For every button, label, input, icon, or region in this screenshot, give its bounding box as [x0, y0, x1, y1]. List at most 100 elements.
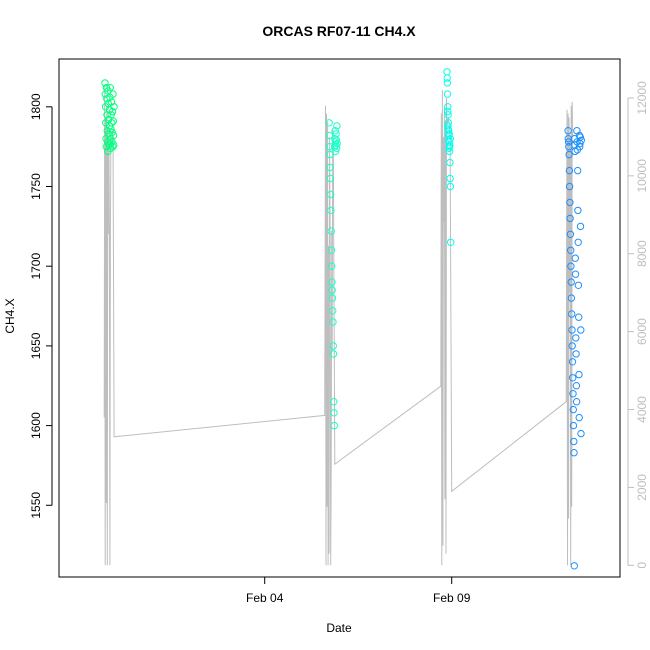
data-point [567, 262, 575, 270]
data-point [565, 166, 574, 175]
data-point [327, 246, 336, 255]
data-point [108, 119, 116, 127]
data-point [566, 198, 574, 207]
y-tick-label: 1800 [29, 93, 43, 120]
data-point [569, 405, 577, 414]
y2-tick-label: 10000 [635, 159, 649, 193]
data-point [564, 127, 572, 135]
data-point [110, 141, 118, 149]
y2-tick-label: 0 [635, 562, 649, 569]
data-point [443, 68, 451, 76]
data-point [109, 143, 117, 151]
data-point [329, 318, 337, 326]
chart-title: ORCAS RF07-11 CH4.X [262, 23, 416, 39]
data-point [108, 107, 117, 116]
data-point [574, 206, 582, 215]
data-point [329, 307, 337, 315]
data-point [447, 238, 455, 247]
data-point [569, 390, 577, 398]
data-point [566, 214, 574, 223]
data-point [572, 350, 580, 358]
data-point [568, 326, 576, 334]
data-point [328, 294, 337, 302]
data-point [330, 409, 338, 417]
data-point [443, 79, 451, 87]
data-point [572, 334, 580, 342]
data-point [567, 278, 575, 286]
data-point [575, 313, 583, 321]
data-point [332, 144, 341, 153]
data-point [443, 74, 451, 82]
y2-tick-label: 12000 [635, 81, 649, 115]
x-tick-label: Feb 09 [433, 591, 471, 605]
y2-tick-label: 6000 [635, 318, 649, 345]
data-point [108, 128, 116, 137]
y-tick-label: 1550 [29, 492, 43, 519]
data-point [329, 350, 338, 358]
data-point [564, 138, 573, 146]
data-point [577, 136, 585, 145]
axes-layer: 1550 1600 1650 1700 1750 1800 0 2000 4000 6000 800… [29, 81, 649, 605]
data-point [328, 286, 336, 294]
series-2 [325, 119, 341, 430]
y2-tick-label: 4000 [635, 396, 649, 423]
data-point [329, 342, 337, 350]
data-point [332, 136, 341, 145]
data-point [332, 141, 340, 149]
x-axis-label: Date [326, 621, 352, 635]
data-point [570, 449, 578, 457]
data-point [109, 117, 118, 125]
data-point [444, 111, 452, 119]
data-point [444, 103, 452, 111]
data-point [107, 111, 115, 119]
data-point [327, 227, 335, 235]
data-point [570, 562, 578, 570]
y-axis-label: CH4.X [3, 298, 17, 333]
series-1 [101, 79, 118, 156]
data-point [571, 254, 579, 262]
data-point [325, 119, 333, 127]
y-tick-label: 1700 [29, 253, 43, 280]
y2-tick-label: 2000 [635, 474, 649, 501]
data-point [567, 294, 576, 302]
data-point [577, 326, 585, 334]
data-point [446, 182, 455, 191]
data-point [327, 190, 335, 199]
data-point [575, 413, 583, 422]
data-point [572, 382, 581, 390]
data-point [444, 122, 452, 130]
data-point [443, 90, 452, 98]
data-point [570, 437, 578, 446]
data-point [109, 131, 118, 140]
y-tick-label: 1650 [29, 332, 43, 359]
data-point [328, 278, 336, 286]
data-point [572, 398, 581, 406]
data-point [565, 150, 573, 159]
data-point [106, 84, 114, 92]
data-point [328, 262, 336, 270]
data-point [330, 421, 338, 430]
data-point [446, 135, 454, 143]
data-point [333, 122, 341, 130]
data-point [330, 398, 338, 406]
data-point [326, 163, 334, 172]
data-point [109, 90, 117, 98]
data-point [567, 246, 575, 255]
data-point [444, 107, 452, 116]
altitude-line [103, 86, 574, 566]
altitude-line-layer [103, 86, 574, 566]
y-tick-label: 1600 [29, 412, 43, 439]
data-point [569, 421, 578, 430]
data-point [445, 144, 453, 153]
data-point [576, 133, 584, 141]
data-point [569, 374, 577, 382]
data-point [574, 238, 582, 247]
data-point [565, 182, 574, 191]
data-point [575, 370, 583, 379]
data-point [568, 342, 576, 350]
data-point [325, 131, 334, 140]
data-point [110, 103, 118, 111]
data-point [331, 127, 339, 135]
data-point [444, 125, 452, 133]
